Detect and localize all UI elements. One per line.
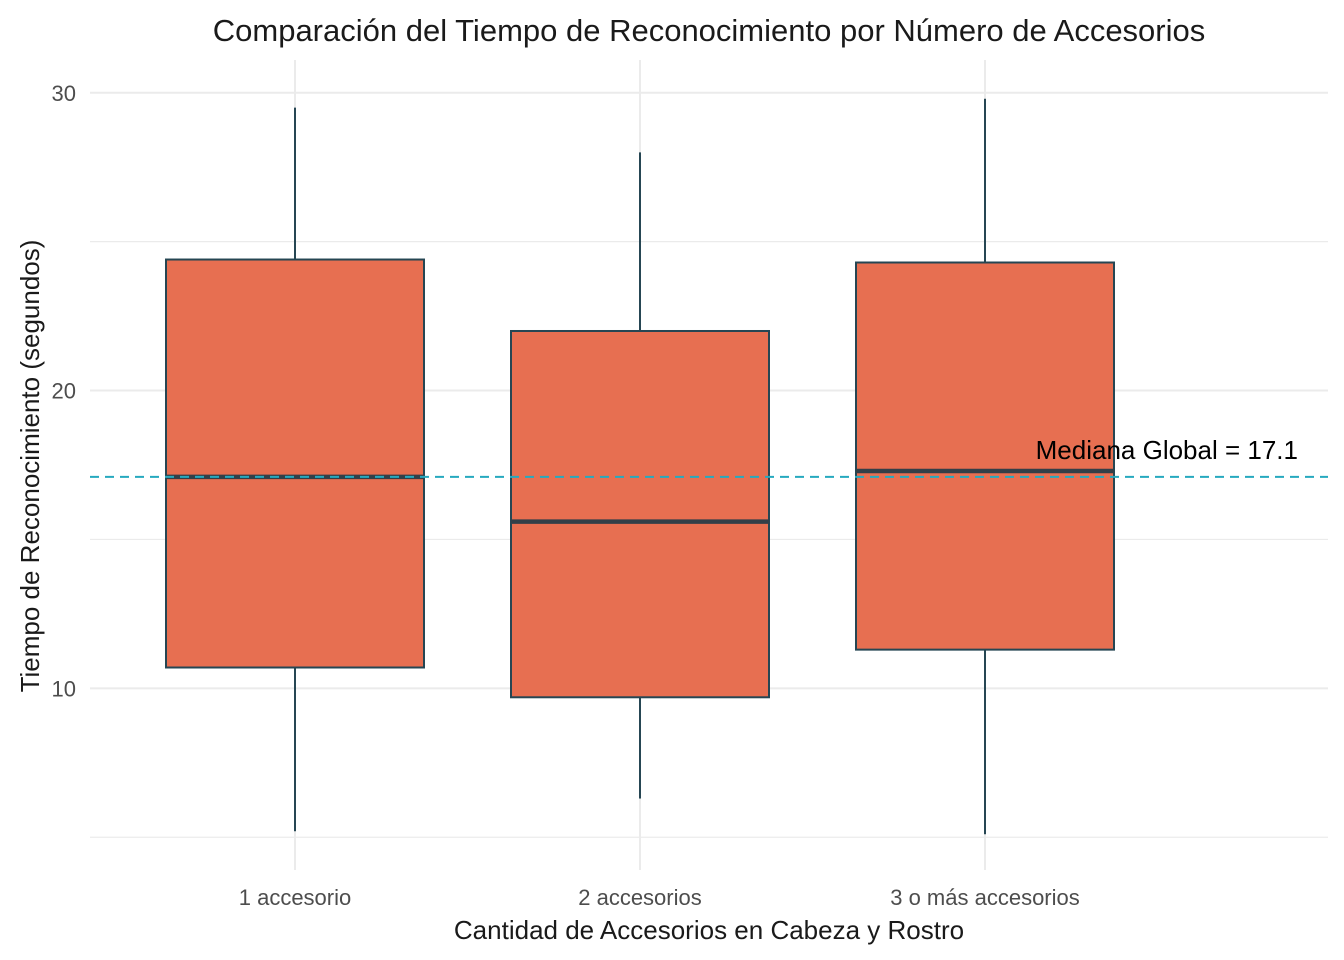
x-tick-label: 3 o más accesorios [890, 885, 1080, 910]
reference-annotation: Mediana Global = 17.1 [1036, 435, 1298, 465]
box-iqr [510, 329, 770, 699]
chart-title: Comparación del Tiempo de Reconocimiento… [213, 13, 1206, 48]
box-iqr [165, 258, 425, 669]
reference-line-group: Mediana Global = 17.1 [90, 435, 1328, 478]
boxes [165, 98, 1115, 835]
labels: 10 20 30 1 accesorio 2 accesorios 3 o más acc… [15, 13, 1205, 945]
x-tick-label: 2 accesorios [578, 885, 702, 910]
y-tick-label: 10 [52, 676, 76, 701]
x-tick-label: 1 accesorio [239, 885, 352, 910]
box-iqr [855, 261, 1115, 651]
y-tick-label: 20 [52, 379, 76, 404]
y-tick-label: 30 [52, 81, 76, 106]
y-axis-title: Tiempo de Reconocimiento (segundos) [15, 240, 45, 693]
x-axis-title: Cantidad de Accesorios en Cabeza y Rostr… [454, 915, 964, 945]
